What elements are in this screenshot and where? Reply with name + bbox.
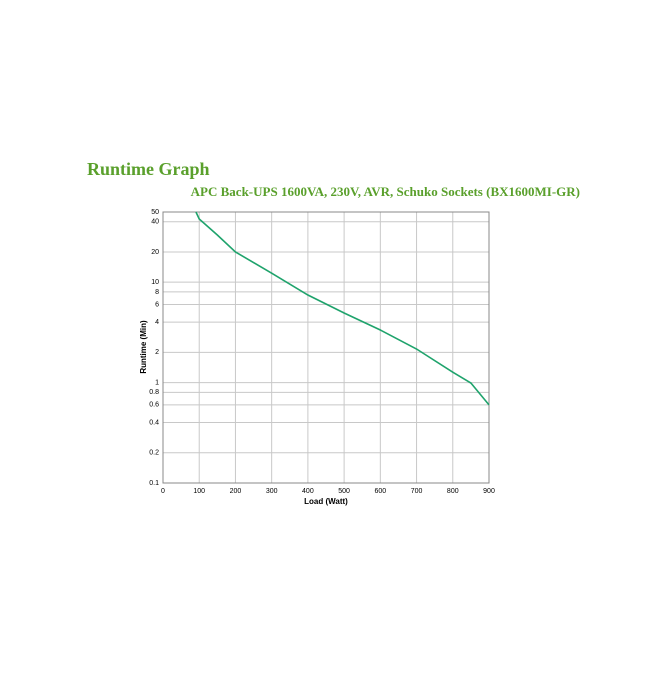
y-tick-label: 6 <box>155 301 159 308</box>
y-tick-label: 0.6 <box>149 402 159 409</box>
chart-title: Runtime Graph <box>87 159 210 179</box>
x-tick-label: 800 <box>447 488 459 495</box>
y-tick-label: 4 <box>155 319 159 326</box>
y-tick-label: 0.1 <box>149 480 159 487</box>
x-tick-label: 500 <box>338 488 350 495</box>
y-tick-label: 50 <box>151 209 159 216</box>
x-tick-label: 900 <box>483 488 495 495</box>
data-line <box>195 211 490 406</box>
y-tick-label: 2 <box>155 349 159 356</box>
y-tick-label: 0.8 <box>149 389 159 396</box>
chart-subtitle: APC Back-UPS 1600VA, 230V, AVR, Schuko S… <box>191 184 580 199</box>
y-tick-label: 0.4 <box>149 419 159 426</box>
y-axis-label: Runtime (Min) <box>139 320 148 374</box>
y-tick-label: 10 <box>151 279 159 286</box>
y-tick-label: 0.2 <box>149 450 159 457</box>
x-tick-label: 400 <box>302 488 314 495</box>
x-tick-label: 700 <box>411 488 423 495</box>
x-axis-label: Load (Watt) <box>304 497 348 506</box>
y-tick-label: 40 <box>151 219 159 226</box>
x-tick-label: 600 <box>374 488 386 495</box>
x-tick-label: 200 <box>230 488 242 495</box>
x-tick-label: 100 <box>193 488 205 495</box>
y-tick-label: 1 <box>155 379 159 386</box>
x-tick-label: 300 <box>266 488 278 495</box>
x-tick-label: 0 <box>161 488 165 495</box>
plot-border <box>162 211 490 484</box>
y-tick-label: 8 <box>155 289 159 296</box>
y-tick-label: 20 <box>151 249 159 256</box>
